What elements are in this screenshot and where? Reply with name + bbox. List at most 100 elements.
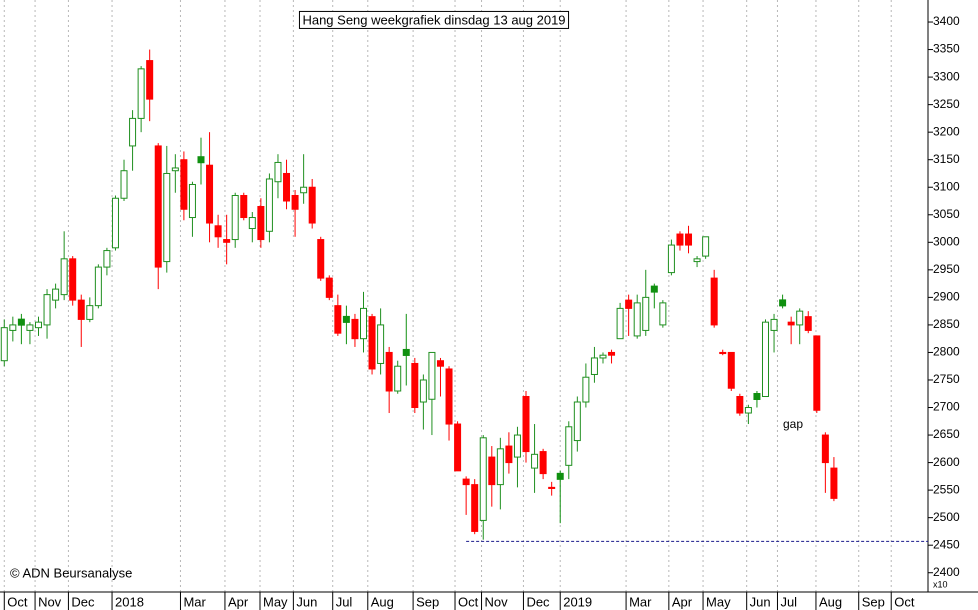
candle-body (821, 434, 829, 464)
candle-body (667, 244, 675, 274)
chart-title: Hang Seng weekgrafiek dinsdag 13 aug 201… (302, 12, 565, 27)
candle-body (599, 354, 607, 359)
candle-body (796, 310, 804, 326)
candle-body (787, 321, 795, 326)
x-tick-label: Oct (458, 594, 479, 609)
candle-body (770, 318, 778, 331)
x-tick-label: Mar (183, 594, 206, 609)
candle-body (719, 351, 727, 355)
candle-body (214, 225, 222, 238)
candle-body (52, 288, 60, 301)
candle-body (582, 376, 590, 403)
candle-body (642, 296, 650, 331)
candle-body (188, 183, 196, 219)
candle-body (659, 302, 667, 326)
candle-body (325, 277, 333, 298)
candle-body (804, 316, 812, 331)
x-tick-label: Aug (371, 594, 394, 609)
candle-body (17, 318, 25, 326)
candle-body (377, 324, 385, 364)
y-tick-label: 2550 (933, 482, 960, 496)
x-tick-label: May (263, 594, 288, 609)
axis-note: x10 (933, 579, 948, 589)
candle-body (265, 178, 273, 232)
candle-body (445, 368, 453, 425)
candle-body (394, 365, 402, 392)
x-tick-label: Jun (296, 594, 317, 609)
candle-body (180, 159, 188, 210)
candle-body (43, 294, 51, 326)
y-tick-label: 2650 (933, 427, 960, 441)
candle-body (454, 423, 462, 472)
y-tick-label: 2950 (933, 262, 960, 276)
candle-body (69, 258, 77, 301)
x-tick-label: Apr (672, 594, 693, 609)
candle-body (565, 426, 573, 466)
candle-body (231, 194, 239, 241)
x-tick-label: Sep (416, 594, 439, 609)
candle-body (240, 194, 248, 219)
candle-body (351, 318, 359, 340)
annotation: gap (783, 417, 803, 431)
candle-body (488, 456, 496, 486)
y-tick-label: 3400 (933, 14, 960, 28)
candle-body (206, 164, 214, 224)
y-tick-label: 3000 (933, 234, 960, 248)
candle-body (334, 305, 342, 334)
x-tick-label: Apr (228, 594, 249, 609)
y-tick-label: 3200 (933, 124, 960, 138)
candle-body (274, 161, 282, 183)
y-tick-label: 3300 (933, 69, 960, 83)
x-tick-label: Oct (7, 594, 28, 609)
x-tick-label: Jul (780, 594, 797, 609)
y-tick-label: 2800 (933, 345, 960, 359)
candle-body (163, 172, 171, 263)
candle-body (761, 321, 769, 398)
credit: © ADN Beursanalyse (10, 565, 132, 580)
y-tick-label: 2400 (933, 565, 960, 579)
candle-body (26, 324, 34, 331)
x-tick-label: Aug (819, 594, 842, 609)
candle-body (779, 299, 787, 307)
candle-body (86, 305, 94, 320)
candle-body (548, 486, 556, 489)
candle-body (0, 327, 8, 362)
candle-body (685, 233, 693, 246)
candle-body (479, 437, 487, 521)
y-tick-label: 2500 (933, 510, 960, 524)
candle-body (573, 401, 581, 442)
candle-body (616, 307, 624, 340)
x-tick-label: Oct (894, 594, 915, 609)
y-tick-label: 2850 (933, 317, 960, 331)
candle-body (308, 186, 316, 224)
candle-body (34, 321, 42, 329)
x-tick-label: 2019 (563, 594, 592, 609)
candle-body (411, 362, 419, 409)
x-tick-label: Jul (336, 594, 353, 609)
x-tick-label: Nov (38, 594, 62, 609)
candle-body (360, 307, 368, 340)
candle-body (531, 453, 539, 469)
candle-body (120, 170, 128, 199)
y-tick-label: 2700 (933, 400, 960, 414)
candle-body (608, 351, 616, 356)
candle-body (419, 379, 427, 403)
candle-body (753, 393, 761, 401)
x-tick-label: Mar (629, 594, 652, 609)
candle-body (744, 407, 752, 414)
grid (3, 0, 892, 592)
candle-body (676, 233, 684, 246)
candle-body (539, 451, 547, 475)
candle-body (513, 434, 521, 458)
y-tick-label: 2450 (933, 537, 960, 551)
candle-body (702, 236, 710, 257)
candle-body (633, 302, 641, 337)
y-tick-label: 3250 (933, 97, 960, 111)
candle-body (436, 360, 444, 367)
candle-body (137, 68, 145, 119)
candle-body (710, 277, 718, 326)
x-tick-label: Dec (526, 594, 550, 609)
candle-body (342, 315, 350, 323)
x-tick-label: Nov (485, 594, 509, 609)
